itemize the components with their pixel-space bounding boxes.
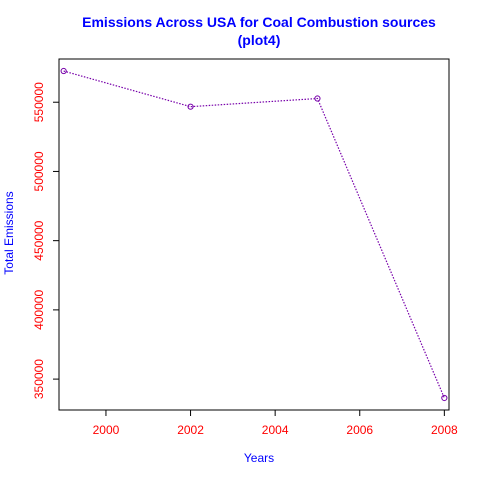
y-tick-label: 450000 <box>32 220 46 260</box>
chart-subtitle: (plot4) <box>238 32 281 48</box>
y-tick-label: 400000 <box>32 290 46 330</box>
data-point <box>314 95 321 102</box>
plot-frame <box>58 58 450 411</box>
series-line <box>63 70 445 399</box>
x-tick-label: 2000 <box>93 423 120 437</box>
data-point <box>187 103 194 110</box>
x-tick-label: 2008 <box>431 423 458 437</box>
data-point <box>441 394 448 402</box>
x-tick-label: 2002 <box>177 423 204 437</box>
data-point <box>60 67 67 75</box>
y-tick-label: 350000 <box>32 359 46 399</box>
y-tick-label: 550000 <box>32 82 46 122</box>
x-tick-label: 2004 <box>262 423 289 437</box>
plot-area: 2000 2002 2004 2006 2008 350000 400000 450000 50… <box>32 58 458 437</box>
x-tick-label: 2006 <box>346 423 373 437</box>
y-tick-label: 500000 <box>32 151 46 191</box>
y-axis-label: Total Emissions <box>2 191 16 274</box>
chart-title: Emissions Across USA for Coal Combustion… <box>82 14 436 30</box>
x-axis-label: Years <box>244 451 274 465</box>
